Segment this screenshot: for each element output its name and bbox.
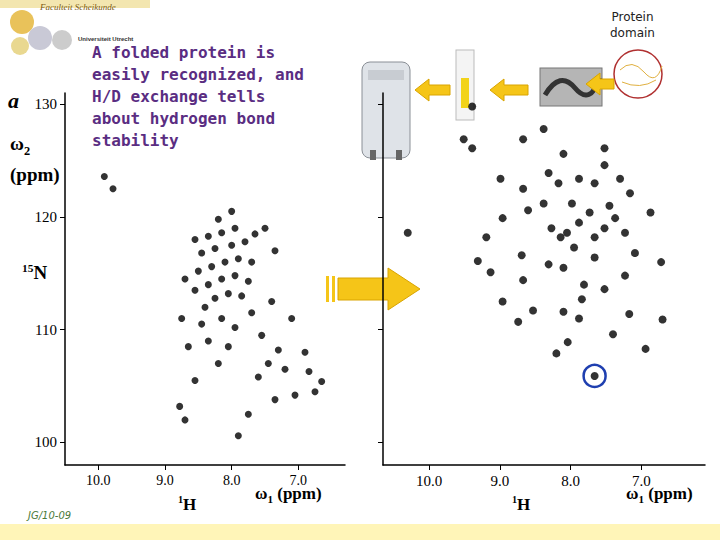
- html-text:1H: 1H: [178, 494, 197, 514]
- html-text:(ppm): (ppm): [10, 163, 60, 185]
- svg-text:8.0: 8.0: [223, 473, 241, 488]
- html-text:Protein: Protein: [611, 10, 654, 24]
- html-text:Faculteit Scheikunde: Faculteit Scheikunde: [40, 2, 116, 12]
- html-text:H/D exchange tells: H/D exchange tells: [92, 87, 266, 106]
- html-text:JG/10-09: JG/10-09: [28, 510, 72, 521]
- html-text:15N: 15N: [22, 262, 48, 284]
- svg-text:130: 130: [35, 96, 58, 112]
- html-text:ω1(ppm): ω1(ppm): [255, 484, 322, 506]
- html-text:easily recognized, and: easily recognized, and: [92, 65, 304, 84]
- svg-text:100: 100: [35, 434, 58, 450]
- svg-text:7.0: 7.0: [289, 472, 308, 488]
- html-text:ω2: ω2: [10, 133, 31, 158]
- svg-text:9.0: 9.0: [156, 473, 174, 488]
- html-text:about hydrogen bond: about hydrogen bond: [92, 109, 275, 128]
- html-text:A folded protein is: A folded protein is: [92, 43, 275, 62]
- html-text:a: a: [8, 88, 19, 113]
- html-text:Universiteit Utrecht: Universiteit Utrecht: [78, 36, 134, 42]
- svg-text:7.0: 7.0: [631, 472, 651, 489]
- svg-text:120: 120: [35, 209, 58, 225]
- html-text:1H: 1H: [512, 494, 531, 514]
- svg-text:110: 110: [35, 322, 57, 338]
- svg-text:10.0: 10.0: [416, 473, 442, 489]
- svg-text:8.0: 8.0: [561, 473, 580, 489]
- svg-text:9.0: 9.0: [490, 473, 509, 489]
- svg-text:10.0: 10.0: [86, 473, 111, 488]
- html-text:stability: stability: [92, 131, 179, 150]
- html-text:domain: domain: [610, 26, 655, 40]
- html-text:ω1(ppm): ω1(ppm): [626, 484, 693, 506]
